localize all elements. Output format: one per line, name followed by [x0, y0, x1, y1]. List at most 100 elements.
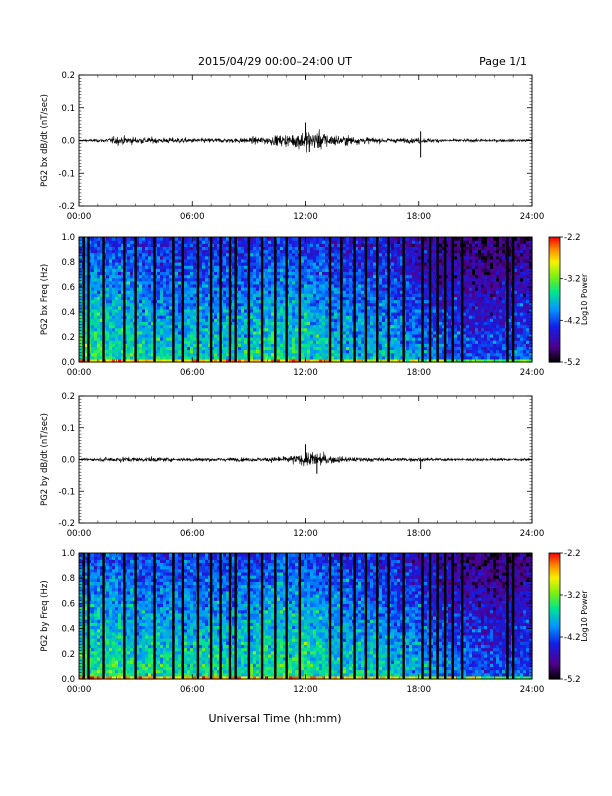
data-gap-29: [444, 553, 446, 679]
data-gap-30: [452, 553, 454, 679]
data-gap-32: [506, 237, 508, 362]
data-gap-19: [329, 237, 331, 362]
data-gap-12: [229, 553, 231, 679]
colorbar-tick-label: -4.2: [564, 316, 581, 326]
data-gap-3: [102, 553, 104, 679]
x-tick-label: 24:00: [520, 368, 545, 378]
colorbar-tick-label: -5.2: [564, 358, 581, 368]
y-tick-label: 0.1: [61, 104, 75, 114]
y-tick-label: 0.0: [61, 675, 75, 685]
data-gap-31: [461, 237, 463, 362]
data-gap-19: [329, 553, 331, 679]
panel-2: -2.2 -3.2 -4.2 -5.2 Log10 Power 0.0 0.2 0.4 0.6 0…: [40, 233, 589, 378]
x-tick-label: 06:00: [180, 529, 205, 539]
data-gap-30: [452, 237, 454, 362]
colorbar-label: Log10 Power: [580, 273, 589, 325]
x-tick-label: 18:00: [407, 212, 432, 222]
x-tick-label: 00:00: [67, 212, 92, 222]
y-tick-label: 0.8: [61, 574, 75, 584]
y-tick-label: 0.1: [61, 424, 75, 434]
y-tick-label: 0.4: [61, 625, 75, 635]
y-axis-title: PG2 by dB/dt (nT/sec): [40, 413, 50, 506]
data-gap-18: [299, 553, 301, 679]
data-gap-22: [365, 553, 367, 679]
y-tick-label: -0.2: [58, 202, 75, 212]
page-title: 2015/04/29 00:00–24:00 UT: [198, 55, 352, 68]
y-tick-label: 0.2: [61, 333, 75, 343]
data-gap-24: [387, 553, 389, 679]
colorbar-tick-label: -5.2: [564, 675, 581, 685]
colorbar-tick-label: -4.2: [564, 633, 581, 643]
y-tick-label: 0.6: [61, 599, 75, 609]
data-gap-25: [402, 553, 404, 679]
data-gap-20: [340, 553, 342, 679]
page-number: Page 1/1: [479, 55, 527, 68]
x-tick-label: 06:00: [180, 212, 205, 222]
y-tick-label: 0.4: [61, 308, 75, 318]
y-tick-label: 0.0: [61, 456, 75, 466]
data-gap-4: [123, 553, 125, 679]
data-gap-3: [102, 237, 104, 362]
x-tick-label: 18:00: [407, 529, 432, 539]
data-gap-9: [197, 553, 199, 679]
data-gap-28: [436, 237, 438, 362]
data-gap-25: [402, 237, 404, 362]
y-tick-label: 0.8: [61, 258, 75, 268]
y-axis-title: PG2 bx dB/dt (nT/sec): [40, 94, 50, 187]
colorbar: -2.2 -3.2 -4.2 -5.2 Log10 Power: [549, 233, 589, 368]
y-tick-label: 0.2: [61, 71, 75, 81]
x-tick-label: 24:00: [520, 685, 545, 695]
y-tick-label: 0.2: [61, 392, 75, 402]
data-gap-21: [353, 237, 355, 362]
data-gap-17: [285, 237, 287, 362]
data-gap-7: [172, 553, 174, 679]
data-gap-7: [172, 237, 174, 362]
x-tick-label: 18:00: [407, 368, 432, 378]
y-tick-label: 1.0: [61, 549, 75, 559]
data-gap-6: [153, 237, 155, 362]
x-tick-label: 24:00: [520, 529, 545, 539]
data-gap-29: [444, 237, 446, 362]
data-gap-8: [182, 237, 184, 362]
colorbar-label: Log10 Power: [580, 590, 589, 642]
y-tick-label: 0.0: [61, 358, 75, 368]
data-gap-12: [229, 237, 231, 362]
x-tick-label: 00:00: [67, 368, 92, 378]
y-axis-title: PG2 by Freq (Hz): [40, 580, 50, 651]
x-tick-label: 00:00: [67, 685, 92, 695]
y-tick-label: 0.2: [61, 650, 75, 660]
x-tick-label: 06:00: [180, 685, 205, 695]
data-gap-31: [461, 553, 463, 679]
colorbar-tick-label: -2.2: [564, 233, 581, 243]
x-tick-label: 18:00: [407, 685, 432, 695]
x-axis-title: Universal Time (hh:mm): [209, 712, 342, 725]
data-gap-1: [83, 237, 85, 362]
data-gap-27: [429, 237, 431, 362]
data-gap-26: [421, 553, 423, 679]
data-gap-23: [376, 237, 378, 362]
colorbar-tick-label: -3.2: [564, 591, 581, 601]
data-gap-28: [436, 553, 438, 679]
data-gap-18: [299, 237, 301, 362]
data-gap-22: [365, 237, 367, 362]
data-gap-14: [248, 553, 250, 679]
data-gap-1: [83, 553, 85, 679]
colorbar-tick-label: -3.2: [564, 275, 581, 285]
data-gap-27: [429, 553, 431, 679]
data-gap-2: [87, 237, 89, 362]
data-gap-21: [353, 553, 355, 679]
y-tick-label: -0.2: [58, 519, 75, 529]
x-tick-label: 24:00: [520, 212, 545, 222]
y-tick-label: 0.6: [61, 283, 75, 293]
data-gap-32: [506, 553, 508, 679]
data-gap-4: [123, 237, 125, 362]
x-tick-label: 06:00: [180, 368, 205, 378]
data-gap-13: [234, 553, 236, 679]
x-tick-label: 12:00: [293, 685, 318, 695]
y-tick-label: -0.1: [58, 169, 75, 179]
x-tick-label: 12:00: [293, 368, 318, 378]
